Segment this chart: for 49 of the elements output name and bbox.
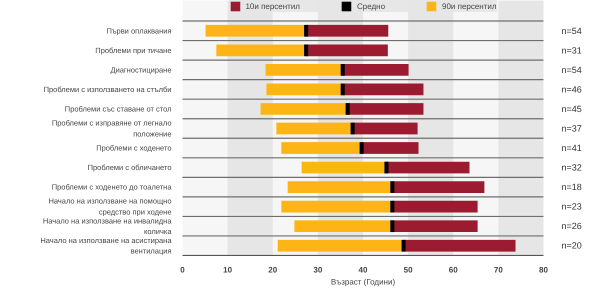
- text: n=18: [562, 182, 582, 192]
- bar: [302, 162, 386, 174]
- bar: [276, 122, 353, 134]
- bar: [281, 200, 392, 213]
- bar: [404, 240, 516, 252]
- text: n=45: [562, 104, 582, 114]
- x-tick-label: 20: [268, 266, 278, 274]
- bar: [342, 84, 424, 96]
- x-axis-title: Възраст (Години): [330, 278, 396, 286]
- text: n=20: [562, 240, 582, 251]
- x-tick-label: 10: [223, 266, 233, 274]
- bar: [281, 142, 362, 154]
- x-tick-label: 80: [539, 266, 548, 274]
- bar: [348, 103, 424, 115]
- x-tick-label: 50: [404, 266, 414, 274]
- bar: [288, 181, 392, 193]
- bar: [392, 181, 484, 193]
- text: n=37: [562, 123, 582, 134]
- text: n=31: [562, 45, 582, 56]
- x-tick-label: 70: [494, 266, 504, 274]
- x-tick-label: 0: [180, 266, 186, 274]
- legend-label: 10и персентил: [245, 2, 300, 10]
- text: n=26: [562, 221, 582, 232]
- text: n=41: [562, 143, 582, 154]
- bar: [386, 162, 470, 174]
- bar: [266, 84, 343, 96]
- bar: [362, 142, 419, 154]
- text: n=32: [562, 162, 582, 173]
- bar: [392, 200, 478, 213]
- bar: [392, 220, 478, 232]
- x-tick-label: 30: [313, 266, 323, 274]
- bar: [216, 44, 306, 56]
- bar: [266, 64, 343, 76]
- text: n=23: [562, 202, 582, 212]
- bar: [306, 24, 388, 37]
- bar: [260, 103, 348, 115]
- text: n=54: [562, 26, 582, 36]
- bar: [294, 220, 392, 232]
- bar: [352, 122, 418, 134]
- text: n=46: [562, 84, 582, 94]
- bar: [278, 240, 404, 252]
- x-tick-label: 60: [448, 266, 458, 274]
- text: n=54: [562, 64, 582, 75]
- legend-label: 90и персентил: [442, 2, 497, 10]
- bar: [206, 24, 306, 37]
- bar: [342, 64, 409, 76]
- legend-label: Средно: [356, 2, 386, 10]
- bar: [306, 44, 388, 56]
- x-tick-label: 40: [358, 266, 368, 274]
